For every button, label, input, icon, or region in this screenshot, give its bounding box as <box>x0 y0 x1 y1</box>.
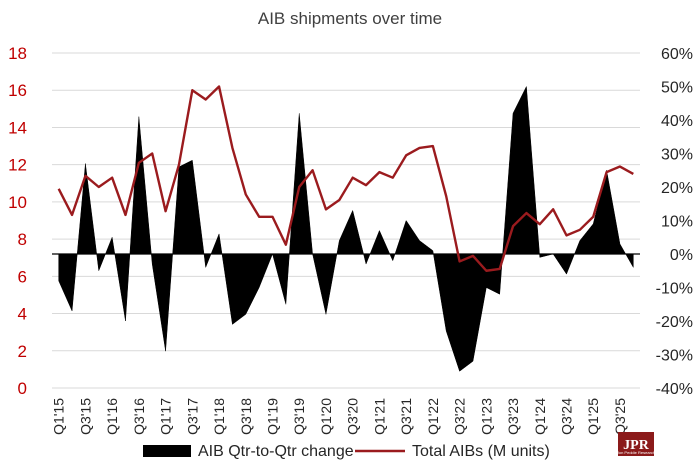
x-axis: Q1'15 Q3'15 Q1'16 Q3'16 Q1'17 Q3'17 Q1'18 Q3'18… <box>51 398 628 435</box>
x-tick-label: Q1'22 <box>425 398 441 435</box>
y-right-tick-label: 50% <box>661 80 693 97</box>
x-tick-label: Q3'21 <box>398 398 414 435</box>
x-tick-label: Q1'19 <box>265 398 281 435</box>
legend-label-line: Total AIBs (M units) <box>412 443 550 460</box>
x-tick-label: Q3'15 <box>77 398 93 435</box>
y-right-tick-label: 60% <box>661 46 693 63</box>
y-left-tick-label: 14 <box>8 118 27 137</box>
y-axis-right: -40% -30% -20% -10% 0% 10% 20% 30% 40% 50% 60% <box>656 46 693 398</box>
x-tick-label: Q1'23 <box>478 398 494 435</box>
qtr-change-area <box>58 85 634 372</box>
x-tick-label: Q1'24 <box>532 398 548 435</box>
y-left-tick-label: 10 <box>8 193 27 212</box>
y-left-tick-label: 18 <box>8 44 27 63</box>
y-axis-left: 0 2 4 6 8 10 12 14 16 18 <box>8 44 27 398</box>
x-tick-label: Q1'20 <box>318 398 334 435</box>
x-tick-label: Q3'19 <box>291 398 307 435</box>
total-aibs-line <box>57 85 634 272</box>
x-tick-label: Q3'20 <box>345 398 361 435</box>
x-tick-label: Q1'21 <box>371 398 387 435</box>
chart-title: AIB shipments over time <box>258 9 442 28</box>
x-tick-label: Q3'24 <box>559 398 575 435</box>
y-left-tick-label: 2 <box>18 342 27 361</box>
y-right-tick-label: -10% <box>656 281 693 298</box>
x-tick-label: Q3'16 <box>131 398 147 435</box>
x-tick-label: Q3'17 <box>184 398 200 435</box>
y-right-tick-label: -30% <box>656 348 693 365</box>
legend-label-area: AIB Qtr-to-Qtr change <box>198 443 354 460</box>
y-left-tick-label: 6 <box>18 267 27 286</box>
y-right-tick-label: 20% <box>661 180 693 197</box>
x-tick-label: Q3'23 <box>505 398 521 435</box>
y-right-tick-label: 0% <box>670 247 693 264</box>
x-tick-label: Q1'15 <box>51 398 67 435</box>
y-right-tick-label: 30% <box>661 147 693 164</box>
logo-subtext: Jon Peddie Research <box>617 450 655 455</box>
x-tick-label: Q3'25 <box>612 398 628 435</box>
y-right-tick-label: -40% <box>656 381 693 398</box>
x-tick-label: Q3'22 <box>452 398 468 435</box>
y-right-tick-label: 40% <box>661 113 693 130</box>
y-right-tick-label: 10% <box>661 214 693 231</box>
legend-swatch-area <box>143 445 191 457</box>
x-tick-label: Q1'25 <box>585 398 601 435</box>
total-aibs-line-series <box>57 85 634 272</box>
y-right-tick-label: -20% <box>656 314 693 331</box>
x-tick-label: Q1'16 <box>104 398 120 435</box>
logo-text: JPR <box>623 438 650 453</box>
y-left-tick-label: 4 <box>18 305 27 324</box>
jpr-logo: JPR Jon Peddie Research <box>617 432 655 456</box>
x-tick-label: Q3'18 <box>238 398 254 435</box>
y-left-tick-label: 0 <box>18 379 27 398</box>
y-left-tick-label: 16 <box>8 81 27 100</box>
qtr-change-area-series <box>58 85 634 372</box>
x-tick-label: Q1'17 <box>158 398 174 435</box>
legend: AIB Qtr-to-Qtr change Total AIBs (M unit… <box>143 443 550 460</box>
x-tick-label: Q1'18 <box>211 398 227 435</box>
y-left-tick-label: 12 <box>8 156 27 175</box>
y-left-tick-label: 8 <box>18 230 27 249</box>
